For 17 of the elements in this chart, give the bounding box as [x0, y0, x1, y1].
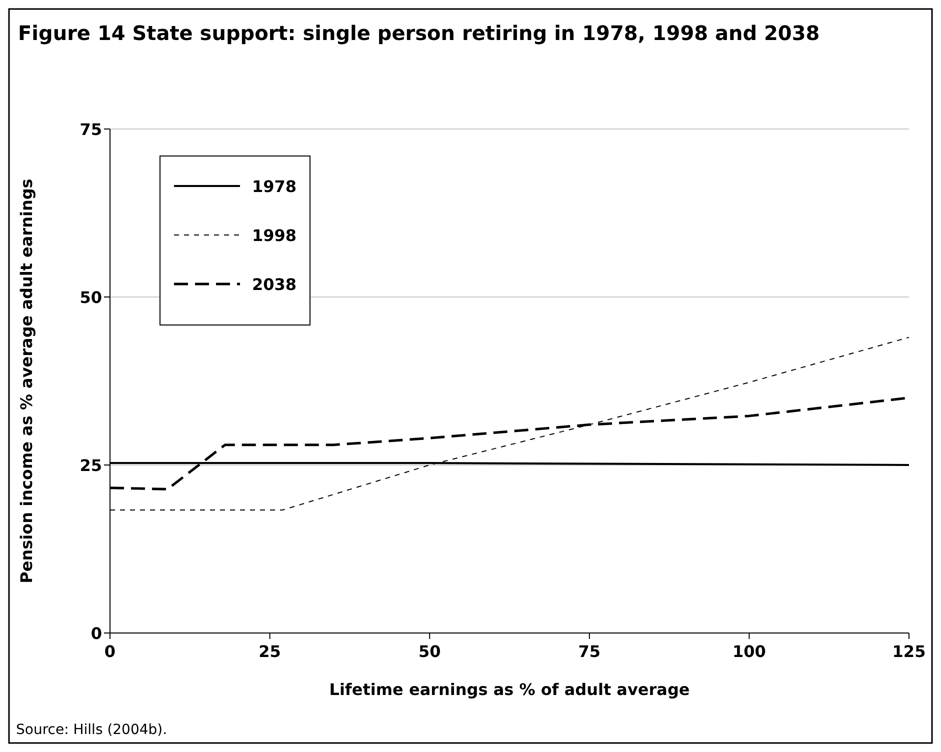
y-tick-label: 50	[80, 288, 102, 307]
x-tick-label: 100	[732, 642, 766, 661]
legend-label: 1998	[252, 226, 297, 245]
legend-label: 1978	[252, 177, 297, 196]
x-tick-label: 0	[104, 642, 116, 661]
y-tick-label: 25	[80, 456, 102, 475]
chart-title: Figure 14 State support: single person retiring in 1978, 1998 and 2038	[18, 21, 820, 45]
y-tick-label: 0	[90, 624, 102, 643]
x-tick-label: 25	[258, 642, 281, 661]
x-tick-label: 125	[892, 642, 926, 661]
y-tick-label: 75	[80, 120, 102, 139]
x-tick-label: 75	[578, 642, 601, 661]
x-tick-label: 50	[418, 642, 441, 661]
source-note: Source: Hills (2004b).	[16, 722, 168, 738]
x-axis-title: Lifetime earnings as % of adult average	[329, 680, 690, 699]
y-axis-title: Pension income as % average adult earnings	[17, 178, 36, 584]
legend-label: 2038	[252, 275, 297, 294]
